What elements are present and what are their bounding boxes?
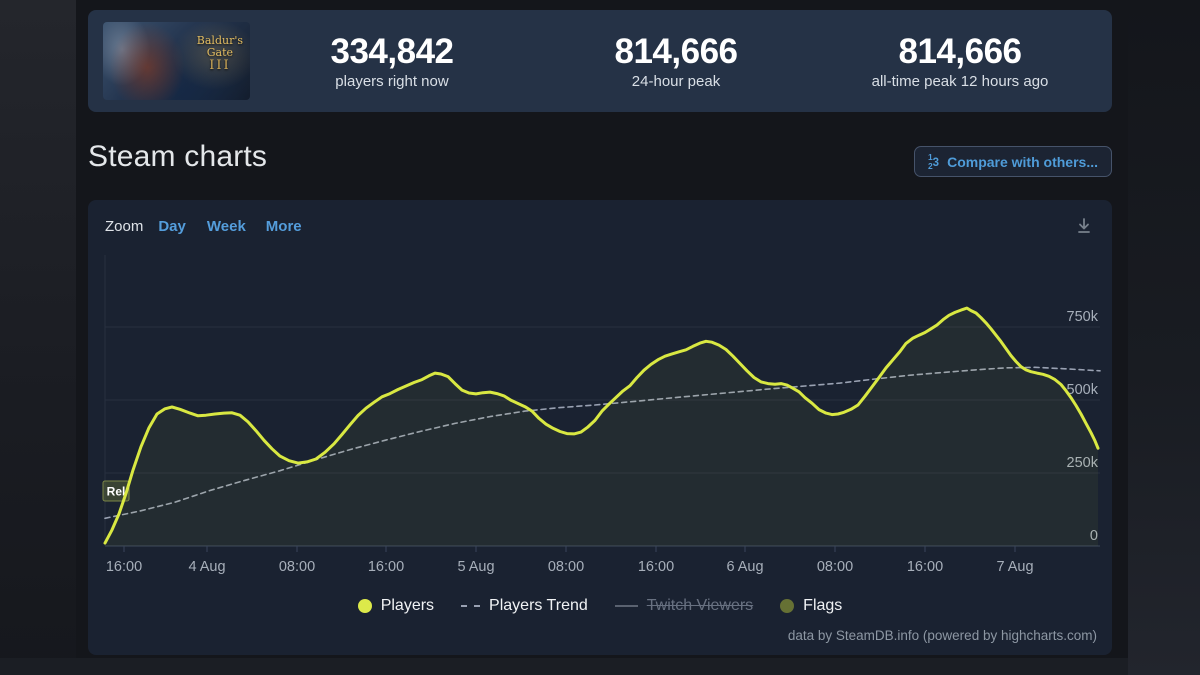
- range-button-more[interactable]: More: [265, 217, 302, 235]
- y-axis-label: 500k: [1067, 382, 1099, 398]
- x-axis-label: 16:00: [368, 559, 404, 575]
- release-flag: [102, 480, 130, 502]
- release-flag-label: Rel: [107, 485, 126, 499]
- chart-panel: 0 250k 500k 750k 16:00 4 Aug 08:00 16:00 5 Aug 08…: [88, 200, 1112, 655]
- stat-players-now: 334,842 players right now: [250, 32, 534, 90]
- stat-players-now-label: players right now: [335, 73, 449, 91]
- legend-label-players: Players: [380, 597, 435, 614]
- stat-alltime-peak-label: all-time peak 12 hours ago: [871, 73, 1049, 91]
- x-axis-label: 16:00: [106, 559, 142, 575]
- trend-dash-icon: [461, 605, 481, 607]
- stats-row: 334,842 players right now 814,666 24-hou…: [250, 32, 1102, 90]
- flags-dot-icon: [780, 599, 795, 613]
- x-axis-label: 6 Aug: [726, 559, 763, 575]
- range-button-week[interactable]: Week: [206, 217, 246, 235]
- y-axis-label: 0: [1090, 528, 1098, 544]
- game-logo-line3: III: [209, 58, 231, 74]
- stat-24h-peak-label: 24-hour peak: [631, 73, 721, 91]
- legend-item-players-trend[interactable]: Players Trend: [461, 597, 588, 615]
- legend-item-players[interactable]: Players: [357, 597, 435, 615]
- window-bottom-edge: [0, 658, 1200, 675]
- zoom-label: Zoom: [105, 217, 144, 235]
- series-players: [103, 306, 1100, 545]
- chart-credits[interactable]: data by SteamDB.info (powered by highcha…: [787, 628, 1097, 643]
- x-axis-label: 08:00: [548, 559, 584, 575]
- stats-panel: Baldur's Gate III 334,842 players right …: [88, 10, 1112, 112]
- twitch-line-icon: [614, 605, 638, 607]
- chart-legend: Players Players Trend Twitch Viewers Fla…: [88, 597, 1112, 615]
- stat-alltime-peak-value: 814,666: [898, 31, 1022, 71]
- game-logo-line2: Gate: [206, 46, 234, 60]
- legend-label-players-trend: Players Trend: [489, 597, 588, 614]
- range-button-day[interactable]: Day: [158, 217, 186, 235]
- legend-label-twitch-viewers: Twitch Viewers: [646, 597, 754, 614]
- compare-button-label: Compare with others...: [947, 153, 1098, 170]
- window-right-edge: [1128, 0, 1200, 675]
- x-axis-label: 16:00: [907, 559, 943, 575]
- stat-players-now-value: 334,842: [330, 31, 454, 71]
- x-axis-label: 08:00: [279, 559, 315, 575]
- stat-24h-peak-value: 814,666: [614, 31, 738, 71]
- y-axis-label: 250k: [1067, 455, 1099, 471]
- window-left-edge: [0, 0, 76, 675]
- y-axis-label: 750k: [1067, 309, 1099, 325]
- legend-item-flags[interactable]: Flags: [780, 597, 842, 615]
- players-dot-icon: [357, 599, 372, 613]
- x-axis-label: 7 Aug: [996, 559, 1033, 575]
- stat-alltime-peak: 814,666 all-time peak 12 hours ago: [818, 32, 1102, 90]
- stat-24h-peak: 814,666 24-hour peak: [534, 32, 818, 90]
- game-logo: Baldur's Gate III: [196, 34, 243, 74]
- download-icon[interactable]: [1074, 216, 1094, 236]
- legend-label-flags: Flags: [803, 597, 843, 614]
- page-title: Steam charts: [88, 140, 268, 173]
- x-axis-label: 4 Aug: [188, 559, 225, 575]
- series-players-trend: [104, 366, 1101, 520]
- compare-numbers-icon: [928, 153, 939, 170]
- players-area-fill: [105, 308, 1098, 546]
- legend-item-twitch-viewers[interactable]: Twitch Viewers: [614, 597, 754, 615]
- chart-header: Zoom Day Week More: [105, 216, 1094, 236]
- compare-with-others-button[interactable]: Compare with others...: [913, 146, 1112, 177]
- game-logo-line1: Baldur's: [196, 34, 243, 47]
- chart-plot-area[interactable]: 0 250k 500k 750k 16:00 4 Aug 08:00 16:00 5 Aug 08…: [88, 200, 1112, 655]
- x-axis-label: 08:00: [817, 559, 853, 575]
- x-axis-label: 5 Aug: [457, 559, 494, 575]
- game-capsule-image[interactable]: Baldur's Gate III: [103, 22, 250, 100]
- x-axis-label: 16:00: [638, 559, 674, 575]
